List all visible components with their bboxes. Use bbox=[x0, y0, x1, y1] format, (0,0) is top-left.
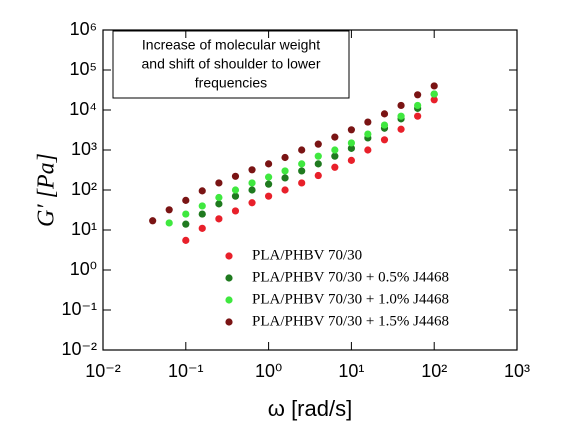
data-point bbox=[397, 101, 405, 110]
annotation-line: frequencies bbox=[195, 75, 267, 91]
data-point bbox=[182, 196, 190, 204]
x-tick-label: 10² bbox=[421, 361, 447, 381]
y-axis-label: G′ [Pa] bbox=[34, 153, 60, 227]
data-point bbox=[364, 118, 372, 126]
legend-label: PLA/PHBV 70/30 bbox=[252, 247, 362, 263]
data-point bbox=[231, 207, 240, 215]
x-tick-label: 10⁻² bbox=[85, 361, 121, 381]
data-point bbox=[215, 179, 223, 187]
data-point bbox=[314, 140, 322, 148]
data-point bbox=[281, 186, 289, 194]
y-tick-label: 10³ bbox=[71, 139, 97, 159]
data-point bbox=[215, 215, 223, 223]
data-point bbox=[331, 163, 339, 171]
data-point bbox=[298, 179, 306, 187]
data-point bbox=[265, 173, 273, 181]
data-point bbox=[149, 217, 157, 225]
data-point bbox=[331, 133, 339, 141]
x-tick-label: 10⁰ bbox=[255, 361, 282, 381]
data-point bbox=[414, 91, 422, 99]
y-tick-label: 10⁴ bbox=[69, 99, 97, 119]
data-point bbox=[182, 210, 190, 218]
data-point bbox=[281, 153, 289, 162]
legend-marker bbox=[225, 274, 233, 282]
data-point bbox=[248, 186, 256, 194]
y-tick-label: 10¹ bbox=[71, 219, 97, 239]
y-tick-label: 10⁰ bbox=[70, 259, 97, 279]
y-tick-label: 10⁵ bbox=[70, 59, 97, 79]
data-point bbox=[215, 200, 223, 208]
legend-marker bbox=[225, 318, 233, 326]
data-point bbox=[248, 179, 256, 187]
data-point bbox=[248, 199, 256, 207]
data-point bbox=[331, 152, 339, 160]
data-point bbox=[248, 166, 256, 174]
y-tick-label: 10⁶ bbox=[70, 19, 97, 39]
data-point bbox=[182, 236, 190, 244]
data-point bbox=[165, 219, 173, 227]
legend-label: PLA/PHBV 70/30 + 1.5% J4468 bbox=[252, 313, 449, 329]
data-point bbox=[430, 96, 438, 104]
data-point bbox=[380, 136, 389, 144]
data-point bbox=[364, 146, 372, 154]
data-point bbox=[265, 160, 273, 168]
data-point bbox=[430, 82, 438, 90]
data-point bbox=[331, 146, 339, 154]
data-point bbox=[182, 220, 190, 228]
data-point bbox=[397, 125, 405, 133]
data-point bbox=[231, 172, 240, 180]
y-tick-label: 10² bbox=[71, 179, 97, 199]
data-point bbox=[198, 210, 206, 218]
data-point bbox=[215, 193, 223, 202]
data-point bbox=[281, 174, 289, 182]
x-tick-label: 10⁻¹ bbox=[168, 361, 204, 381]
data-point bbox=[298, 167, 306, 175]
data-point bbox=[347, 139, 355, 147]
legend-label: PLA/PHBV 70/30 + 1.0% J4468 bbox=[252, 291, 449, 307]
legend-label: PLA/PHBV 70/30 + 0.5% J4468 bbox=[252, 269, 449, 285]
data-point bbox=[347, 144, 355, 152]
data-point bbox=[314, 171, 322, 180]
data-point bbox=[314, 160, 322, 168]
data-point bbox=[298, 160, 306, 168]
annotation-line: Increase of molecular weight bbox=[142, 37, 320, 53]
data-point bbox=[198, 202, 206, 210]
data-point bbox=[414, 112, 422, 120]
x-tick-label: 10¹ bbox=[338, 361, 364, 381]
data-point bbox=[397, 112, 405, 120]
y-tick-label: 10⁻¹ bbox=[61, 299, 97, 319]
data-point bbox=[165, 206, 173, 214]
data-point bbox=[231, 186, 240, 194]
legend-marker bbox=[225, 296, 233, 304]
y-tick-label: 10⁻² bbox=[61, 339, 97, 359]
x-axis-label: ω [rad/s] bbox=[268, 396, 352, 421]
data-point bbox=[198, 224, 206, 232]
data-point bbox=[380, 121, 389, 129]
legend-marker bbox=[225, 252, 233, 260]
data-point bbox=[265, 192, 273, 200]
data-point bbox=[364, 130, 372, 138]
data-point bbox=[198, 187, 206, 195]
data-point bbox=[414, 101, 422, 110]
data-point bbox=[265, 180, 273, 188]
data-point bbox=[380, 110, 389, 118]
data-point bbox=[281, 167, 289, 175]
data-point bbox=[231, 192, 240, 200]
annotation-box bbox=[112, 30, 350, 99]
data-point bbox=[298, 146, 306, 154]
data-point bbox=[430, 90, 438, 98]
data-point bbox=[347, 126, 355, 134]
x-tick-label: 10³ bbox=[504, 361, 530, 381]
annotation-line: and shift of shoulder to lower bbox=[142, 56, 321, 72]
data-point bbox=[347, 156, 355, 164]
data-point bbox=[314, 152, 322, 160]
